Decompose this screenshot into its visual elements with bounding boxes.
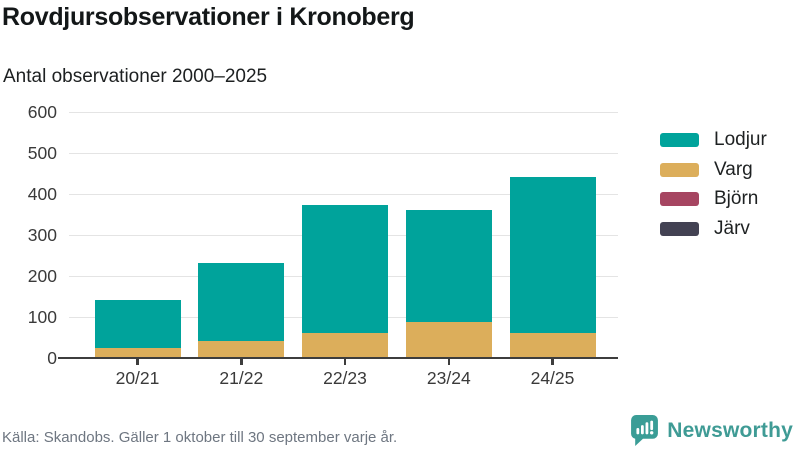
x-axis-tickmark (343, 358, 347, 365)
bar-20-21-lodjur (94, 299, 181, 348)
legend-item-järv: Järv (660, 214, 767, 244)
x-axis-tickmark (551, 358, 554, 365)
legend-label: Lodjur (714, 128, 767, 150)
y-axis-tick-label: 500 (27, 143, 57, 163)
legend-item-lodjur: Lodjur (660, 125, 767, 155)
x-axis-tick-label: 22/23 (323, 368, 367, 388)
x-axis-tickmark (447, 358, 450, 365)
legend-swatch-varg (660, 162, 699, 177)
legend-swatch-järv (660, 221, 699, 236)
gridline-y500 (69, 152, 618, 154)
newsworthy-wordmark: Newsworthy (667, 418, 793, 442)
source-note: Källa: Skandobs. Gäller 1 oktober till 3… (2, 429, 398, 446)
x-axis-tick-label: 21/22 (219, 368, 264, 388)
gridline-y400 (69, 193, 618, 195)
bar-21-22-varg (198, 340, 285, 358)
bar-22-23-varg (302, 332, 388, 358)
bar-23-24-lodjur (405, 210, 492, 322)
legend: Lodjur Varg Björn Järv (660, 125, 767, 244)
legend-item-varg: Varg (660, 155, 767, 185)
x-axis-tick-label: 24/25 (530, 368, 575, 388)
y-axis-tick-label: 0 (47, 348, 57, 368)
bar-24-25-varg (509, 332, 596, 358)
x-axis-line (58, 356, 618, 359)
chart-subtitle: Antal observationer 2000–2025 (3, 66, 268, 87)
bar-20-21-varg (94, 347, 181, 359)
chart-title: Rovdjursobservationer i Kronoberg (2, 3, 415, 31)
bar-22-23-lodjur (302, 204, 388, 333)
legend-swatch-lodjur (660, 132, 699, 147)
x-axis-tick-label: 20/21 (115, 368, 160, 388)
y-axis-tick-label: 600 (27, 102, 57, 122)
legend-label: Björn (714, 188, 759, 210)
bar-23-24-varg (405, 321, 492, 358)
legend-label: Järv (714, 217, 750, 239)
x-axis-tickmark (136, 358, 139, 365)
y-axis-tick-label: 300 (27, 225, 57, 245)
x-axis-tick-label: 23/24 (426, 368, 471, 388)
y-axis-tick-label: 200 (27, 266, 57, 286)
legend-label: Varg (714, 158, 753, 180)
legend-swatch-björn (660, 192, 699, 207)
newsworthy-logo[interactable]: Newsworthy (631, 415, 793, 446)
newsworthy-icon (631, 415, 659, 446)
y-axis-tick-label: 400 (27, 184, 57, 204)
legend-item-björn: Björn (660, 184, 767, 214)
bar-21-22-lodjur (198, 262, 285, 341)
gridline-y600 (69, 111, 618, 113)
bar-24-25-lodjur (509, 176, 596, 333)
x-axis-tickmark (240, 358, 243, 365)
y-axis-tick-label: 100 (27, 307, 57, 327)
